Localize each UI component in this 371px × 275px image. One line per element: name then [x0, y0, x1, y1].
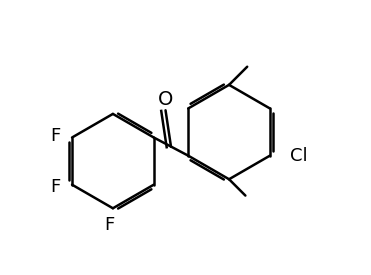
Text: Cl: Cl: [290, 147, 308, 165]
Text: O: O: [158, 90, 173, 109]
Text: F: F: [50, 177, 61, 196]
Text: F: F: [50, 127, 61, 145]
Text: F: F: [104, 216, 114, 233]
